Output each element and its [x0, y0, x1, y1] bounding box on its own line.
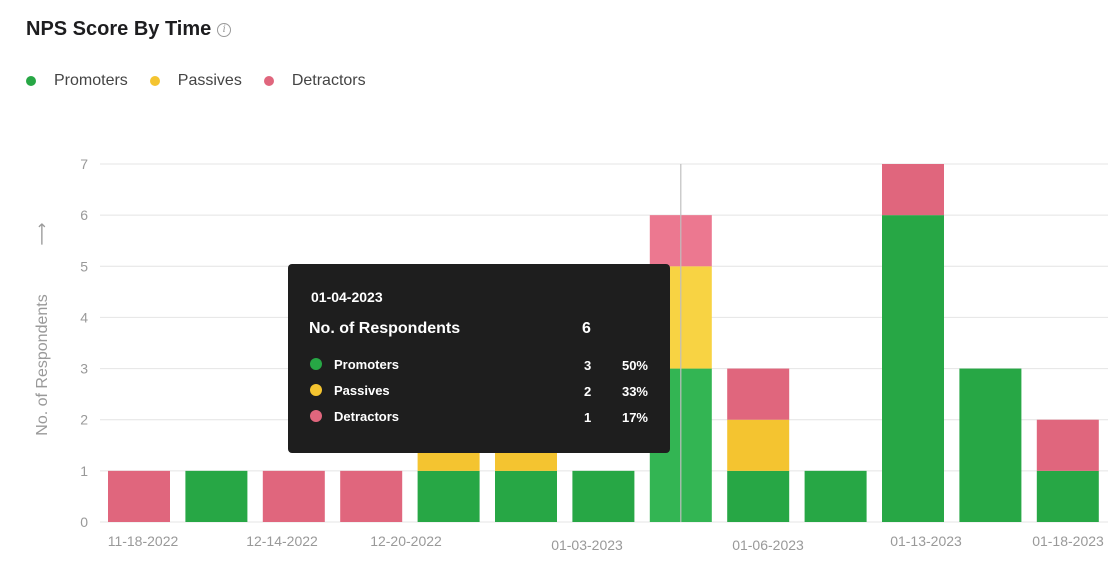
bar-passives-8 — [727, 419, 790, 471]
y-tick-label: 7 — [80, 156, 88, 172]
tooltip-pct-passives: 33% — [621, 384, 648, 399]
tooltip-row-passives: Passives — [310, 382, 390, 398]
bar-promoters-5 — [495, 470, 557, 522]
bar-promoters-4 — [417, 470, 480, 522]
y-tick-label: 0 — [80, 514, 88, 530]
x-tick-label: 12-14-2022 — [246, 533, 318, 549]
tooltip-date: 01-04-2023 — [311, 289, 383, 305]
y-tick-label: 3 — [80, 361, 88, 377]
x-tick-label: 11-18-2022 — [108, 533, 179, 549]
legend-item-passives[interactable]: Passives — [149, 72, 242, 90]
x-tick-label: 01-13-2023 — [890, 533, 962, 549]
passives-dot-icon — [310, 384, 322, 396]
y-tick-label: 1 — [80, 463, 88, 479]
tooltip-pct-detractors: 17% — [621, 410, 648, 425]
y-axis-arrow-icon: ⟶ — [32, 222, 51, 245]
x-tick-label: 01-18-2023 — [1032, 533, 1104, 549]
bar-detractors-10 — [882, 164, 944, 216]
legend-label-passives: Passives — [177, 72, 242, 89]
bar-promoters-9 — [804, 470, 867, 522]
chart-title: NPS Score By Time — [26, 18, 212, 40]
x-tick-label: 12-20-2022 — [370, 533, 442, 549]
promoters-dot-icon — [26, 76, 36, 86]
tooltip-label-passives: Passives — [334, 382, 390, 398]
tooltip-row-detractors: Detractors — [310, 408, 399, 424]
bar-detractors-8 — [727, 368, 790, 420]
tooltip-count-detractors: 1 — [584, 410, 592, 425]
bar-detractors-2 — [262, 470, 325, 522]
bar-promoters-8 — [727, 470, 790, 522]
passives-dot-icon — [149, 76, 160, 86]
tooltip-label-promoters: Promoters — [334, 356, 400, 372]
promoters-dot-icon — [310, 358, 322, 370]
bar-detractors-3 — [340, 470, 403, 522]
x-tick-label: 01-06-2023 — [732, 537, 804, 553]
detractors-dot-icon — [263, 76, 274, 86]
bar-detractors-12 — [1036, 419, 1099, 471]
tooltip-count-promoters: 3 — [584, 358, 592, 373]
legend-label-detractors: Detractors — [291, 72, 366, 89]
y-axis-label: No. of Respondents — [34, 294, 51, 435]
tooltip-heading: No. of Respondents — [309, 320, 461, 337]
chart-header: NPS Score By Time i — [26, 18, 232, 41]
chart-legend: Promoters Passives Detractors — [26, 72, 388, 90]
bar-promoters-10 — [882, 215, 944, 522]
bar-promoters-6 — [572, 470, 635, 522]
info-icon[interactable]: i — [217, 22, 232, 37]
tooltip-label-detractors: Detractors — [334, 408, 400, 424]
tooltip-row-promoters: Promoters — [310, 356, 399, 372]
y-tick-label: 5 — [80, 258, 88, 274]
y-tick-label: 2 — [80, 412, 88, 428]
legend-item-detractors[interactable]: Detractors — [263, 72, 366, 90]
tooltip-count-passives: 2 — [584, 384, 592, 399]
bar-promoters-11 — [959, 368, 1022, 522]
hover-tooltip: 01-04-2023 No. of Respondents 6 Promoter… — [288, 264, 670, 453]
y-tick-label: 4 — [80, 309, 88, 325]
tooltip-pct-promoters: 50% — [621, 358, 648, 373]
legend-label-promoters: Promoters — [54, 72, 128, 89]
bar-promoters-12 — [1036, 470, 1099, 522]
detractors-dot-icon — [310, 410, 322, 422]
legend-item-promoters[interactable]: Promoters — [26, 72, 128, 90]
bar-detractors-0 — [108, 470, 170, 522]
x-tick-label: 01-03-2023 — [551, 537, 623, 553]
tooltip-total: 6 — [582, 320, 591, 337]
bar-promoters-1 — [185, 470, 248, 522]
y-tick-label: 6 — [80, 207, 88, 223]
